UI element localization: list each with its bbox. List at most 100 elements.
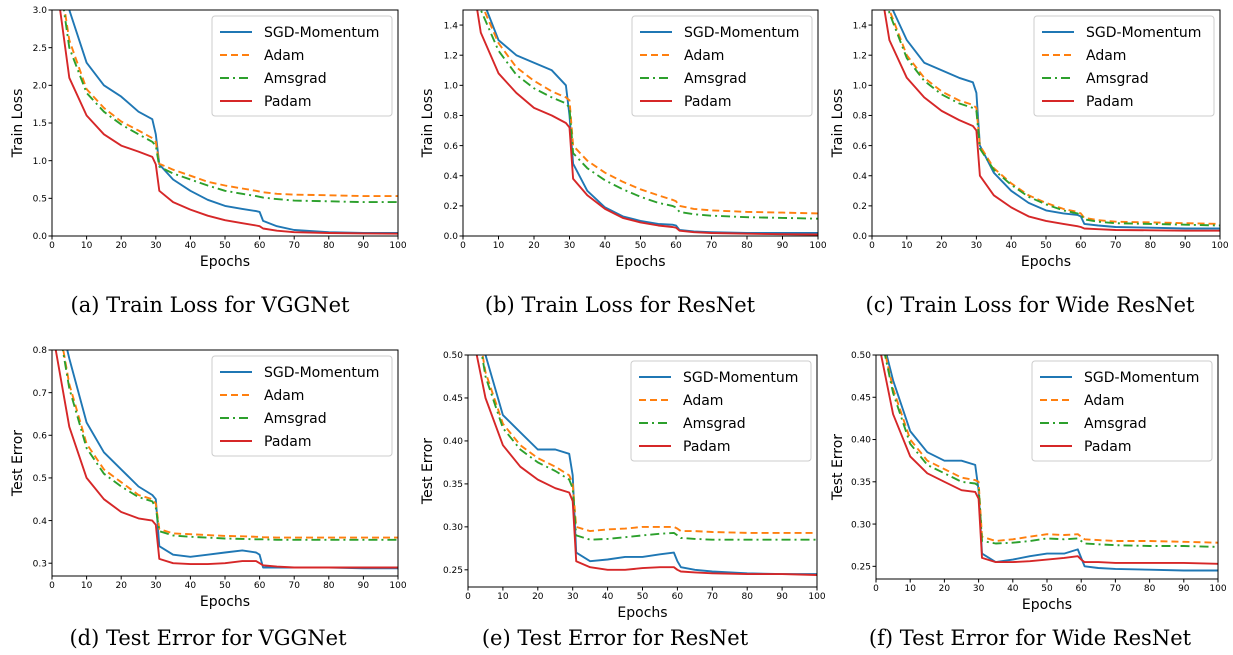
- series-line-adam: [62, 350, 398, 539]
- legend: SGD-Momentum Adam Amsgrad Padam: [630, 360, 812, 462]
- x-tick-label: 70: [707, 592, 719, 602]
- series-line-amsgrad: [884, 355, 1218, 548]
- x-tick-label: 90: [358, 241, 370, 251]
- x-tick-label: 50: [219, 581, 231, 591]
- legend-label-sgd-momentum: SGD-Momentum: [684, 25, 799, 41]
- x-tick-label: 10: [904, 584, 916, 594]
- series-line-padam: [883, 10, 1220, 232]
- x-tick-label: 70: [1110, 241, 1122, 251]
- legend: SGD-Momentum Adam Amsgrad Padam: [211, 355, 393, 457]
- legend-label-padam: Padam: [264, 434, 312, 450]
- series-line-sgd-momentum: [885, 355, 1218, 572]
- y-tick-label: 2.0: [33, 82, 48, 92]
- x-tick-label: 80: [1145, 241, 1157, 251]
- y-tick-label: 1.2: [853, 51, 867, 61]
- y-tick-label: 0.4: [853, 172, 868, 182]
- x-tick-label: 60: [1075, 241, 1087, 251]
- legend-box: [631, 15, 813, 117]
- caption-d: (d) Test Error for VGGNet: [69, 626, 347, 650]
- legend-label-sgd-momentum: SGD-Momentum: [1084, 370, 1199, 386]
- x-tick-label: 0: [49, 581, 55, 591]
- legend: SGD-Momentum Adam Amsgrad Padam: [1033, 15, 1215, 117]
- x-tick-label: 0: [460, 241, 466, 251]
- series-line-adam: [483, 10, 818, 215]
- x-tick-label: 60: [254, 581, 266, 591]
- y-tick-label: 0.35: [443, 480, 463, 490]
- x-tick-label: 0: [465, 592, 471, 602]
- chart-c-svg: 0 10 20 30 40 50 60 70 80 90 100 0.0 0.2 0.4 0.6 0.8 1.0…: [830, 9, 1229, 270]
- x-tick-label: 50: [1041, 584, 1053, 594]
- legend-box: [211, 355, 393, 457]
- series-line-amsgrad: [887, 10, 1220, 227]
- legend: SGD-Momentum Adam Amsgrad Padam: [211, 15, 393, 117]
- y-tick-label: 1.4: [853, 21, 868, 31]
- y-tick-label: 0.4: [444, 172, 459, 182]
- legend-label-sgd-momentum: SGD-Momentum: [683, 370, 798, 386]
- y-tick-label: 1.4: [444, 21, 459, 31]
- x-tick-label: 60: [254, 241, 266, 251]
- legend-label-padam: Padam: [264, 94, 312, 110]
- x-tick-label: 40: [185, 581, 197, 591]
- chart-d-svg: 0 10 20 30 40 50 60 70 80 90 100 0.3 0.4 0.5 0.6 0.7 0.8…: [10, 346, 407, 610]
- x-tick-label: 10: [81, 241, 93, 251]
- x-tick-label: 100: [808, 592, 825, 602]
- x-tick-label: 90: [1179, 241, 1191, 251]
- y-tick-label: 0.45: [851, 393, 871, 403]
- x-tick-label: 20: [115, 241, 127, 251]
- y-tick-label: 0.4: [33, 517, 48, 527]
- y-tick-label: 0.5: [33, 195, 47, 205]
- legend-label-padam: Padam: [1084, 439, 1132, 455]
- y-tick-label: 0.30: [851, 520, 871, 530]
- y-tick-label: 1.0: [444, 82, 459, 92]
- x-tick-label: 90: [776, 592, 788, 602]
- y-tick-label: 0.6: [33, 431, 48, 441]
- x-tick-label: 20: [528, 241, 540, 251]
- x-tick-label: 80: [323, 241, 335, 251]
- legend-label-sgd-momentum: SGD-Momentum: [264, 25, 379, 41]
- y-tick-label: 0.3: [33, 559, 47, 569]
- legend-label-adam: Adam: [683, 393, 723, 409]
- x-tick-label: 70: [288, 581, 300, 591]
- legend-box: [1031, 360, 1213, 462]
- legend-box: [211, 15, 393, 117]
- y-tick-label: 0.5: [33, 474, 47, 484]
- series-line-padam: [476, 10, 818, 236]
- y-axis-label: Test Error: [10, 430, 26, 497]
- panel-c-train-loss-wide-resnet: 0 10 20 30 40 50 60 70 80 90 100 0.0 0.2 0.4 0.6 0.8 1.0…: [820, 0, 1233, 290]
- x-tick-label: 60: [670, 241, 682, 251]
- x-tick-label: 80: [323, 581, 335, 591]
- x-axis-label: Epochs: [617, 605, 667, 621]
- y-tick-label: 3.0: [33, 6, 48, 16]
- series-line-amsgrad: [479, 10, 818, 220]
- legend-label-padam: Padam: [684, 94, 732, 110]
- series-line-amsgrad: [481, 355, 817, 541]
- x-tick-label: 30: [150, 581, 162, 591]
- y-tick-label: 0.50: [851, 351, 871, 361]
- legend-label-amsgrad: Amsgrad: [683, 416, 746, 432]
- y-tick-label: 0.6: [444, 142, 459, 152]
- y-tick-label: 1.0: [33, 157, 48, 167]
- x-tick-label: 40: [1007, 584, 1019, 594]
- legend-label-adam: Adam: [264, 388, 304, 404]
- y-tick-label: 0.8: [853, 112, 868, 122]
- x-tick-label: 100: [809, 241, 826, 251]
- chart-e-svg: 0 10 20 30 40 50 60 70 80 90 100 0.25 0.30 0.35 0.40 0.…: [420, 351, 826, 621]
- chart-b-svg: 0 10 20 30 40 50 60 70 80 90 100 0.0 0.2 0.4 0.6 0.8 1.0…: [420, 9, 827, 270]
- x-tick-label: 100: [1211, 241, 1228, 251]
- y-axis-label: Test Error: [420, 438, 436, 505]
- x-tick-label: 80: [1144, 584, 1156, 594]
- legend-label-adam: Adam: [684, 48, 724, 64]
- legend-box: [630, 360, 812, 462]
- caption-f: (f) Test Error for Wide ResNet: [868, 626, 1192, 650]
- x-tick-label: 0: [869, 241, 875, 251]
- series-line-amsgrad: [61, 350, 398, 541]
- legend: SGD-Momentum Adam Amsgrad Padam: [1031, 360, 1213, 462]
- legend-label-amsgrad: Amsgrad: [1084, 416, 1147, 432]
- x-axis-label: Epochs: [200, 594, 250, 610]
- x-axis-label: Epochs: [1021, 254, 1071, 270]
- x-tick-label: 40: [1005, 241, 1017, 251]
- series-line-adam: [884, 355, 1218, 544]
- x-tick-label: 20: [532, 592, 544, 602]
- y-axis-label: Train Loss: [830, 89, 846, 159]
- chart-f-svg: 0 10 20 30 40 50 60 70 80 90 100 0.25 0.30 0.35 0.40 0.…: [830, 351, 1227, 613]
